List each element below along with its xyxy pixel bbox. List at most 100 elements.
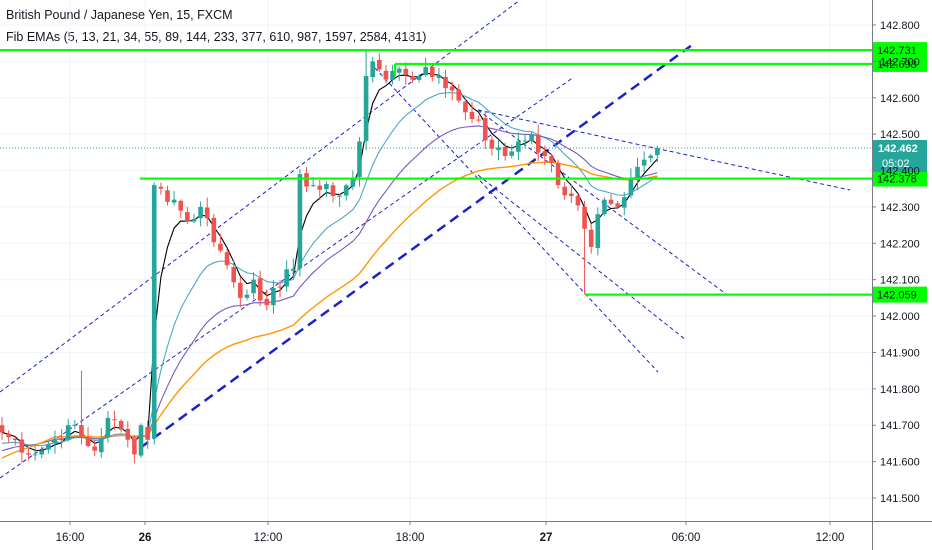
candle-body xyxy=(370,61,376,78)
candle-body xyxy=(469,112,475,120)
candle-body xyxy=(489,139,495,149)
candle-body xyxy=(655,147,660,156)
candle-body xyxy=(343,185,349,196)
candle-body xyxy=(635,166,640,180)
candle-body xyxy=(145,426,150,440)
candle-body xyxy=(85,437,91,446)
y-tick-label: 142.600 xyxy=(880,93,920,105)
candle-body xyxy=(403,68,409,76)
candle-body xyxy=(476,119,481,121)
candle-body xyxy=(535,134,541,153)
candle-body xyxy=(231,266,236,283)
candle-body xyxy=(264,298,270,306)
candle-body xyxy=(271,288,276,306)
candle-body xyxy=(19,439,25,453)
candle-body xyxy=(191,219,197,222)
down-channel-line xyxy=(477,109,727,295)
level-price-box xyxy=(873,55,927,72)
level-price-label: 142.693 xyxy=(877,59,917,71)
candle-body xyxy=(443,76,448,89)
candle-body xyxy=(569,193,574,197)
candle-body xyxy=(204,207,210,219)
candle-body xyxy=(463,101,468,113)
channel-upper-dotted xyxy=(0,0,521,393)
candle-body xyxy=(224,252,230,266)
x-tick-label: 12:00 xyxy=(254,532,283,544)
candle-body xyxy=(615,203,620,207)
candle-body xyxy=(118,420,124,430)
candle-body xyxy=(621,197,627,208)
candle-body xyxy=(284,269,289,287)
candle-body xyxy=(416,75,422,80)
candle-body xyxy=(496,147,501,151)
x-tick-label: 18:00 xyxy=(396,532,425,544)
candle-body xyxy=(290,268,296,271)
candle-body xyxy=(410,76,415,80)
candle-body xyxy=(555,163,561,186)
level-price-box xyxy=(873,170,927,187)
candle-body xyxy=(244,294,250,298)
candle-body xyxy=(529,134,534,141)
candle-body xyxy=(363,75,369,142)
candle-body xyxy=(158,186,164,189)
candle-body xyxy=(608,199,614,204)
channel-main-thick xyxy=(139,43,693,450)
grid xyxy=(0,0,872,521)
candle-body xyxy=(46,444,51,450)
candles xyxy=(0,50,660,464)
candle-body xyxy=(357,141,362,177)
candle-body xyxy=(105,417,111,437)
candle-body xyxy=(575,195,581,206)
candle-body xyxy=(502,146,508,156)
y-tick-label: 142.800 xyxy=(880,20,920,32)
candle-body xyxy=(324,184,329,190)
resistance-line xyxy=(477,109,851,191)
candle-body xyxy=(218,243,223,251)
candle-body xyxy=(165,190,170,202)
candle-body xyxy=(257,278,263,301)
candle-body xyxy=(317,185,323,190)
candle-body xyxy=(198,206,203,219)
candle-body xyxy=(509,151,515,156)
y-tick-label: 141.500 xyxy=(880,493,920,505)
ema-line xyxy=(1,161,658,459)
candle-body xyxy=(383,70,389,80)
current-price-box xyxy=(873,139,927,172)
y-tick-label: 141.600 xyxy=(880,457,920,469)
candle-body xyxy=(423,67,428,76)
y-tick-label: 142.300 xyxy=(880,202,920,214)
ema-line xyxy=(1,91,658,447)
x-tick-label: 06:00 xyxy=(672,532,701,544)
candle-body xyxy=(648,155,654,159)
y-tick-label: 142.100 xyxy=(880,275,920,287)
candle-body xyxy=(26,453,31,455)
candle-body xyxy=(79,425,84,437)
candle-body xyxy=(151,185,157,439)
candle-body xyxy=(238,282,243,298)
chart-title: British Pound / Japanese Yen, 15, FXCM xyxy=(6,8,233,22)
candle-body xyxy=(562,186,567,196)
candle-body xyxy=(377,59,382,70)
candle-body xyxy=(92,446,97,451)
current-price-label: 142.462 xyxy=(878,143,918,155)
candle-body xyxy=(125,428,131,440)
candle-body xyxy=(178,200,184,211)
down-channel-line xyxy=(374,67,659,373)
candle-body xyxy=(582,206,587,229)
y-tick-label: 142.200 xyxy=(880,238,920,250)
ema-lines xyxy=(1,72,658,459)
candle-body xyxy=(390,70,395,80)
candle-body xyxy=(185,212,190,222)
x-tick-label: 12:00 xyxy=(816,532,845,544)
indicator-legend[interactable]: Fib EMAs (5, 13, 21, 34, 55, 89, 144, 23… xyxy=(6,30,427,44)
candle-body xyxy=(456,89,462,101)
candle-body xyxy=(39,450,45,455)
candle-body xyxy=(304,173,309,187)
candle-body xyxy=(65,425,71,440)
candle-body xyxy=(628,177,634,196)
candle-body xyxy=(482,118,488,141)
candle-body xyxy=(72,424,78,426)
candle-body xyxy=(52,439,58,444)
